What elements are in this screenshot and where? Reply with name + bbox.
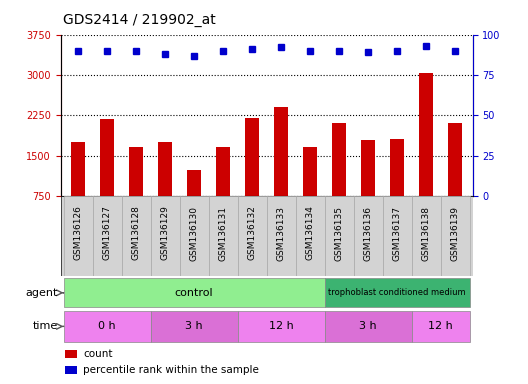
Text: 12 h: 12 h <box>428 321 453 331</box>
Bar <box>332 123 346 236</box>
Bar <box>150 311 238 342</box>
Text: GSM136136: GSM136136 <box>364 205 373 260</box>
Text: GSM136138: GSM136138 <box>422 205 431 260</box>
Text: GSM136126: GSM136126 <box>73 205 82 260</box>
Text: GSM136135: GSM136135 <box>335 205 344 260</box>
Bar <box>158 142 172 236</box>
Text: GDS2414 / 219902_at: GDS2414 / 219902_at <box>63 13 216 27</box>
Bar <box>245 118 259 236</box>
Bar <box>448 123 463 236</box>
Bar <box>63 278 325 308</box>
Text: percentile rank within the sample: percentile rank within the sample <box>83 365 259 375</box>
Text: control: control <box>175 288 213 298</box>
Bar <box>354 196 383 276</box>
Bar <box>71 142 86 236</box>
Text: GSM136129: GSM136129 <box>161 205 169 260</box>
Text: count: count <box>83 349 113 359</box>
Bar <box>65 366 77 374</box>
Bar <box>325 278 470 308</box>
Bar <box>361 141 375 236</box>
Bar <box>383 196 412 276</box>
Bar <box>296 196 325 276</box>
Bar <box>63 311 150 342</box>
Bar <box>238 196 267 276</box>
Bar <box>63 196 92 276</box>
Bar <box>412 196 441 276</box>
Bar <box>267 196 296 276</box>
Text: time: time <box>33 321 58 331</box>
Bar <box>412 311 470 342</box>
Text: GSM136131: GSM136131 <box>219 205 228 260</box>
Text: GSM136133: GSM136133 <box>277 205 286 260</box>
Text: GSM136128: GSM136128 <box>131 205 140 260</box>
Text: 0 h: 0 h <box>98 321 116 331</box>
Bar <box>238 311 325 342</box>
Bar <box>61 196 473 276</box>
Text: trophoblast conditioned medium: trophoblast conditioned medium <box>328 288 466 297</box>
Bar <box>441 196 470 276</box>
Bar <box>325 311 412 342</box>
Text: GSM136137: GSM136137 <box>393 205 402 260</box>
Bar <box>216 147 230 236</box>
Bar <box>303 147 317 236</box>
Text: GSM136134: GSM136134 <box>306 205 315 260</box>
Bar <box>100 119 115 236</box>
Bar <box>325 196 354 276</box>
Bar <box>274 107 288 236</box>
Bar <box>150 196 180 276</box>
Bar <box>121 196 150 276</box>
Text: 3 h: 3 h <box>185 321 203 331</box>
Text: GSM136139: GSM136139 <box>451 205 460 260</box>
Bar <box>187 170 201 236</box>
Bar <box>419 73 433 236</box>
Text: GSM136130: GSM136130 <box>190 205 199 260</box>
Text: agent: agent <box>26 288 58 298</box>
Bar <box>390 139 404 236</box>
Text: 3 h: 3 h <box>360 321 377 331</box>
Bar <box>180 196 209 276</box>
Bar <box>129 147 144 236</box>
Text: GSM136132: GSM136132 <box>248 205 257 260</box>
Bar <box>209 196 238 276</box>
Bar <box>92 196 121 276</box>
Text: GSM136127: GSM136127 <box>102 205 111 260</box>
Text: 12 h: 12 h <box>269 321 294 331</box>
Bar <box>65 350 77 358</box>
